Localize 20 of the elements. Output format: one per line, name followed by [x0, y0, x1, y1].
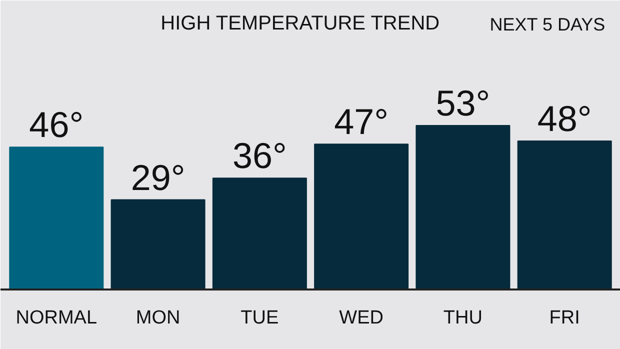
bar — [416, 125, 510, 290]
x-tick-label: FRI — [549, 308, 580, 328]
data-label: 46° — [29, 104, 84, 146]
x-tick-label: WED — [339, 308, 384, 328]
data-label: 48° — [537, 98, 592, 139]
data-label: 47° — [334, 101, 389, 142]
data-label: 29° — [130, 156, 186, 198]
x-tick-label: NORMAL — [16, 308, 98, 328]
bar — [110, 199, 206, 290]
chart-title: HIGH TEMPERATURE TREND — [160, 12, 440, 34]
bar — [314, 144, 409, 290]
data-label: 53° — [436, 82, 490, 124]
data-label: 36° — [232, 135, 287, 176]
x-tick-label: THU — [443, 308, 482, 328]
x-tick-label: TUE — [240, 308, 279, 328]
bar — [212, 178, 307, 290]
bar — [9, 146, 104, 290]
bar — [517, 140, 612, 290]
chart-subtitle: NEXT 5 DAYS — [490, 14, 606, 34]
x-tick-label: MON — [136, 308, 180, 328]
